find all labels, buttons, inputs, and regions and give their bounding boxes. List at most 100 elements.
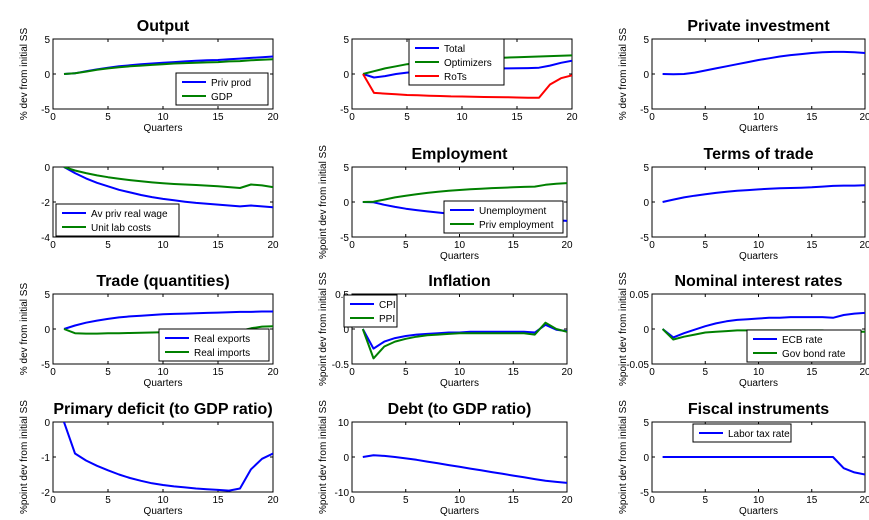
x-tick-label: 20 — [561, 367, 573, 378]
x-tick-label: 15 — [508, 367, 520, 378]
x-tick-label: 15 — [806, 495, 818, 506]
y-tick-label: 0 — [343, 453, 349, 464]
y-tick-label: 0.05 — [630, 290, 650, 301]
legend-box — [158, 328, 270, 362]
x-axis-label: Quarters — [739, 251, 778, 262]
y-axis-label: %point dev from initial SS — [318, 145, 329, 259]
x-tick-label: 15 — [806, 240, 818, 251]
y-tick-label: -5 — [41, 360, 50, 371]
legend: Unemployment Priv employment — [443, 200, 564, 234]
series-group — [662, 50, 865, 76]
x-tick-label: 0 — [349, 240, 355, 251]
panel-11: Debt (to GDP ratio)0 5 10 15 20-10010Quarter… — [318, 400, 573, 517]
y-tick-label: 10 — [338, 418, 350, 429]
x-tick-label: 15 — [212, 240, 224, 251]
panel-4: 0 5 10 15 20 -4 -2 0 Av priv real wage Unit lab c… — [41, 163, 279, 251]
x-tick-label: 20 — [859, 112, 869, 123]
x-axis-label: Quarters — [739, 378, 778, 389]
x-tick-label: 10 — [454, 240, 466, 251]
legend-entry: Optimizers — [444, 58, 492, 69]
x-tick-label: 10 — [157, 240, 169, 251]
series-line-real-exports — [63, 310, 273, 330]
x-tick-label: 20 — [859, 367, 869, 378]
y-tick-label: 0 — [44, 325, 50, 336]
panel-10: Primary deficit (to GDP ratio)0 5 10 15 20-2… — [19, 400, 279, 517]
legend-entry: RoTs — [444, 72, 467, 83]
legend: Labor tax rate — [692, 423, 792, 443]
y-tick-label: -5 — [340, 233, 349, 244]
x-tick-label: 15 — [508, 495, 520, 506]
x-tick-label: 0 — [50, 240, 56, 251]
x-tick-label: 10 — [157, 112, 169, 123]
y-tick-label: 0 — [643, 70, 649, 81]
y-tick-label: -5 — [640, 488, 649, 499]
legend-entry: CPI — [379, 300, 396, 311]
x-tick-label: 10 — [753, 367, 765, 378]
x-tick-label: 10 — [157, 367, 169, 378]
x-tick-label: 5 — [403, 240, 409, 251]
y-axis-label: %point dev from initial SS — [19, 400, 30, 514]
x-tick-label: 5 — [105, 367, 111, 378]
series-group — [362, 454, 567, 484]
panel-title: Nominal interest rates — [674, 273, 842, 290]
x-tick-label: 0 — [50, 367, 56, 378]
x-tick-label: 15 — [508, 240, 520, 251]
legend-entry: Gov bond rate — [782, 349, 846, 360]
x-tick-label: 20 — [566, 112, 578, 123]
x-tick-label: 5 — [105, 112, 111, 123]
y-tick-label: 0 — [643, 453, 649, 464]
legend: ECB rate Gov bond rate — [746, 329, 862, 363]
x-tick-label: 0 — [50, 495, 56, 506]
panel-title: Terms of trade — [704, 146, 814, 163]
y-tick-label: -2 — [41, 488, 50, 499]
legend-entry: Labor tax rate — [728, 429, 790, 440]
series-line-ppi — [361, 321, 567, 360]
x-tick-label: 10 — [454, 367, 466, 378]
y-tick-label: 0 — [44, 163, 50, 174]
x-tick-label: 15 — [212, 367, 224, 378]
x-tick-label: 0 — [349, 112, 355, 123]
legend-box — [175, 72, 269, 106]
x-tick-label: 20 — [859, 240, 869, 251]
y-axis-label: % dev from initial SS — [19, 28, 30, 121]
series-line-ecb-rate — [661, 311, 865, 339]
series-group — [361, 321, 567, 360]
y-axis-label: %point dev from initial SS — [318, 272, 329, 386]
legend-entry: GDP — [211, 92, 233, 103]
x-tick-label: 10 — [753, 112, 765, 123]
series-line-labor-tax-rate — [662, 456, 865, 476]
x-tick-label: 5 — [702, 367, 708, 378]
y-tick-label: -10 — [335, 488, 350, 499]
y-axis-label: %point dev from initial SS — [618, 400, 629, 514]
legend-entry: Real imports — [194, 348, 250, 359]
y-tick-label: 0 — [343, 325, 349, 336]
series-line-gdp — [63, 58, 273, 75]
x-tick-label: 0 — [50, 112, 56, 123]
x-tick-label: 20 — [561, 495, 573, 506]
y-tick-label: -1 — [41, 453, 50, 464]
legend-entry: Unemployment — [479, 206, 546, 217]
x-tick-label: 5 — [403, 367, 409, 378]
x-tick-label: 5 — [105, 240, 111, 251]
legend-box — [55, 203, 180, 237]
x-axis-label: Quarters — [739, 506, 778, 517]
x-tick-label: 20 — [561, 240, 573, 251]
x-tick-label: 20 — [267, 240, 279, 251]
y-tick-label: 0 — [643, 325, 649, 336]
legend-entry: Real exports — [194, 334, 250, 345]
panel-title: Employment — [411, 146, 508, 163]
axes-box — [651, 166, 866, 238]
x-axis-label: Quarters — [440, 251, 479, 262]
x-tick-label: 5 — [702, 112, 708, 123]
legend-box — [343, 294, 398, 328]
y-axis-label: %point dev from initial SS — [618, 272, 629, 386]
axes-box — [52, 421, 274, 493]
legend-entry: Priv prod — [211, 78, 251, 89]
y-tick-label: 5 — [643, 418, 649, 429]
series-line-cpi — [361, 323, 567, 350]
